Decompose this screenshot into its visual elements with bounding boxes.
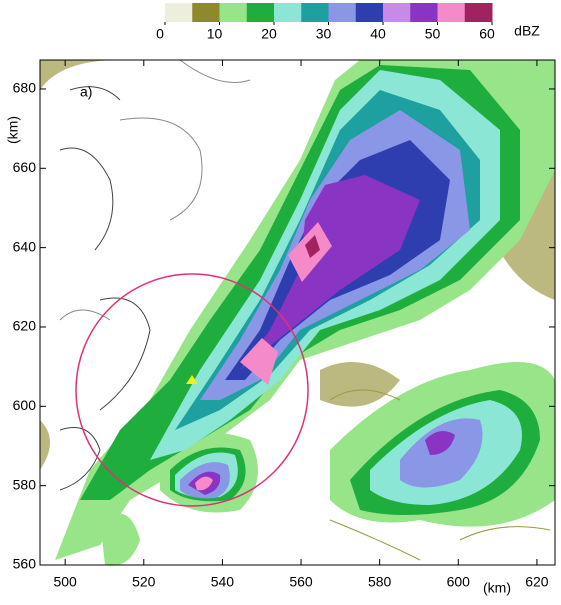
colorbar-tick-label: 10 bbox=[207, 26, 223, 42]
colorbar-label: dBZ bbox=[514, 23, 540, 39]
colorbar-segment bbox=[410, 3, 438, 22]
colorbar-tick-label: 40 bbox=[370, 26, 386, 42]
x-tick-label: 620 bbox=[525, 574, 549, 590]
x-tick-label: 600 bbox=[447, 574, 471, 590]
x-tick-label: 540 bbox=[211, 574, 235, 590]
x-tick-label: 520 bbox=[132, 574, 156, 590]
y-axis-label: (km) bbox=[5, 116, 21, 144]
colorbar-segment bbox=[219, 3, 248, 22]
colorbar-tick-label: 20 bbox=[261, 26, 277, 42]
y-tick-label: 620 bbox=[13, 318, 37, 334]
colorbar-tick-label: 0 bbox=[156, 26, 164, 42]
colorbar-segment bbox=[165, 3, 193, 22]
colorbar-tick-label: 60 bbox=[479, 26, 495, 42]
x-tick-label: 500 bbox=[53, 574, 77, 590]
colorbar-segment bbox=[437, 3, 466, 22]
x-tick-label: 580 bbox=[368, 574, 392, 590]
y-tick-label: 580 bbox=[13, 476, 37, 492]
colorbar-segment bbox=[274, 3, 302, 22]
colorbar-segment bbox=[246, 3, 275, 22]
x-axis-label: (km) bbox=[483, 580, 511, 596]
colorbar-segment bbox=[355, 3, 384, 22]
colorbar-segment bbox=[192, 3, 220, 22]
colorbar-segment bbox=[301, 3, 329, 22]
colorbar-segment bbox=[464, 3, 493, 22]
colorbar-segment bbox=[383, 3, 411, 22]
x-tick-label: 560 bbox=[289, 574, 313, 590]
panel-label: a) bbox=[80, 84, 92, 100]
colorbar-segment bbox=[328, 3, 357, 22]
y-tick-label: 600 bbox=[13, 397, 37, 413]
y-tick-label: 660 bbox=[13, 159, 37, 175]
y-tick-label: 680 bbox=[13, 80, 37, 96]
colorbar-tick-label: 30 bbox=[316, 26, 332, 42]
radar-field bbox=[40, 59, 555, 566]
colorbar-tick-label: 50 bbox=[425, 26, 441, 42]
y-tick-label: 640 bbox=[13, 238, 37, 254]
y-tick-label: 560 bbox=[13, 556, 37, 572]
plot-frame bbox=[39, 59, 556, 566]
